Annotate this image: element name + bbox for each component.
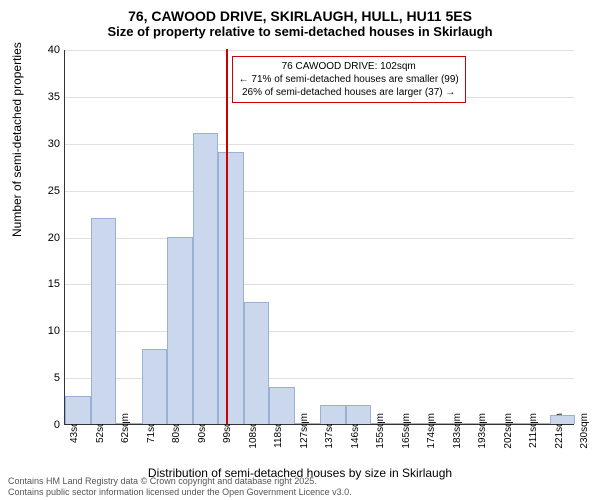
grid-line xyxy=(65,284,574,285)
grid-line xyxy=(65,50,574,51)
y-tick: 25 xyxy=(35,185,60,197)
footer: Contains HM Land Registry data © Crown c… xyxy=(8,476,352,498)
y-tick: 20 xyxy=(35,232,60,244)
annotation-line: ← 71% of semi-detached houses are smalle… xyxy=(239,73,459,86)
x-tick: 174sqm xyxy=(426,413,437,449)
histogram-bar xyxy=(422,423,448,424)
histogram-bar xyxy=(142,349,168,424)
y-tick: 35 xyxy=(35,91,60,103)
x-tick: 202sqm xyxy=(503,413,514,449)
y-tick: 10 xyxy=(35,325,60,337)
annotation-line: 26% of semi-detached houses are larger (… xyxy=(239,86,459,99)
histogram-bar xyxy=(320,405,346,424)
grid-line xyxy=(65,144,574,145)
histogram-bar xyxy=(499,423,525,424)
grid-line xyxy=(65,191,574,192)
y-axis-label: Number of semi-detached properties xyxy=(10,42,24,237)
y-tick: 40 xyxy=(35,44,60,56)
histogram-bar xyxy=(218,152,244,424)
chart-subtitle: Size of property relative to semi-detach… xyxy=(0,24,600,39)
x-tick: 62sqm xyxy=(120,413,131,449)
histogram-bar xyxy=(116,423,142,424)
histogram-bar xyxy=(193,133,219,424)
marker-line xyxy=(226,49,228,424)
histogram-bar xyxy=(244,302,270,424)
grid-line xyxy=(65,331,574,332)
annotation-line: 76 CAWOOD DRIVE: 102sqm xyxy=(239,60,459,73)
y-tick: 30 xyxy=(35,138,60,150)
histogram-bar xyxy=(167,237,193,425)
title-area: 76, CAWOOD DRIVE, SKIRLAUGH, HULL, HU11 … xyxy=(0,0,600,39)
x-tick: 211sqm xyxy=(528,413,539,449)
x-tick: 193sqm xyxy=(477,413,488,449)
grid-line xyxy=(65,238,574,239)
chart-container: 76, CAWOOD DRIVE, SKIRLAUGH, HULL, HU11 … xyxy=(0,0,600,500)
y-tick: 5 xyxy=(35,372,60,384)
x-tick: 155sqm xyxy=(375,413,386,449)
y-tick: 0 xyxy=(35,419,60,431)
x-tick: 127sqm xyxy=(299,413,310,449)
footer-line-2: Contains public sector information licen… xyxy=(8,487,352,498)
annotation-box: 76 CAWOOD DRIVE: 102sqm← 71% of semi-det… xyxy=(232,56,466,103)
chart-title: 76, CAWOOD DRIVE, SKIRLAUGH, HULL, HU11 … xyxy=(0,8,600,24)
histogram-bar xyxy=(397,423,423,424)
histogram-bar xyxy=(269,387,295,425)
y-tick: 15 xyxy=(35,278,60,290)
histogram-bar xyxy=(295,423,321,424)
x-tick: 165sqm xyxy=(401,413,412,449)
histogram-bar xyxy=(524,423,550,424)
x-tick: 183sqm xyxy=(452,413,463,449)
histogram-bar xyxy=(448,423,474,424)
histogram-bar xyxy=(91,218,117,424)
x-tick: 230sqm xyxy=(579,413,590,449)
histogram-bar xyxy=(346,405,372,424)
histogram-bar xyxy=(65,396,91,424)
histogram-bar xyxy=(550,415,576,424)
histogram-bar xyxy=(371,423,397,424)
plot-area: 051015202530354043sqm52sqm62sqm71sqm80sq… xyxy=(64,50,574,425)
histogram-bar xyxy=(473,423,499,424)
footer-line-1: Contains HM Land Registry data © Crown c… xyxy=(8,476,352,487)
